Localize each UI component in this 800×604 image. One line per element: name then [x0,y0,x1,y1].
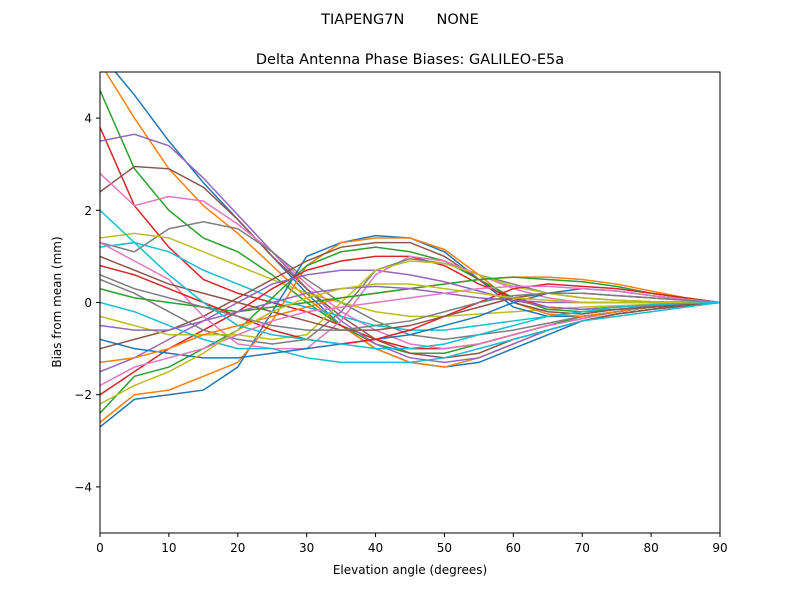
x-axis-label: Elevation angle (degrees) [333,563,487,577]
series-line-28 [100,274,720,331]
series-line-12 [100,237,720,423]
x-tick-label: 50 [437,541,452,555]
x-tick-label: 30 [299,541,314,555]
series-line-27 [100,285,720,387]
x-tick-label: 90 [712,541,727,555]
x-tick-label: 20 [230,541,245,555]
series-line-30 [100,209,720,350]
series-line-29 [100,283,720,405]
series-line-8 [100,221,720,341]
series-line-9 [100,232,720,318]
x-axis: 0 10 20 30 40 50 60 70 80 90 [96,533,728,555]
series-line-20 [100,301,720,364]
x-tick-label: 70 [575,541,590,555]
y-axis-label: Bias from mean (mm) [50,236,64,367]
y-tick-label: 0 [84,296,92,310]
y-tick-label: −2 [74,388,92,402]
series-line-19 [100,260,720,341]
x-tick-label: 80 [643,541,658,555]
y-tick-label: 2 [84,204,92,218]
x-tick-label: 10 [161,541,176,555]
x-tick-label: 0 [96,541,104,555]
y-tick-label: 4 [84,112,92,126]
y-tick-label: −4 [74,480,92,494]
chart-title: Delta Antenna Phase Biases: GALILEO-E5a [256,52,564,68]
y-axis: −4 −2 0 2 4 [74,112,100,494]
x-tick-label: 60 [506,541,521,555]
series-line-6 [100,165,720,359]
series-lines [100,72,720,428]
series-line-3 [100,90,720,354]
chart-suptitle: TIAPENG7N NONE [320,12,479,28]
x-tick-label: 40 [368,541,383,555]
